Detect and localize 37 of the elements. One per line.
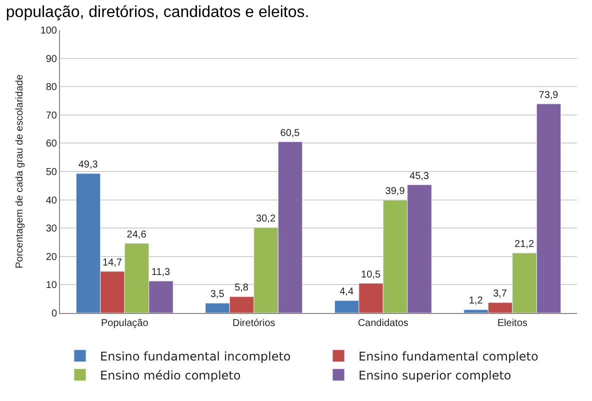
y-tick-label: 40 [46, 195, 58, 206]
data-label: 39,9 [385, 186, 406, 198]
y-tick-label: 100 [40, 26, 58, 36]
data-label: 14,7 [102, 257, 122, 268]
y-tick-label: 0 [51, 308, 58, 320]
data-label: 5,8 [234, 282, 249, 294]
data-label: 45,3 [410, 170, 430, 182]
y-tick-label: 30 [46, 224, 58, 235]
data-label: 24,6 [126, 229, 147, 240]
y-tick-label: 80 [46, 82, 58, 94]
y-tick-label: 10 [46, 280, 58, 292]
y-tick-label: 50 [46, 167, 58, 178]
x-tick-label: Candidatos [358, 318, 408, 329]
y-tick-label: 60 [46, 138, 58, 150]
data-label: 49,3 [78, 159, 98, 170]
data-label: 1,2 [468, 296, 484, 307]
data-label: 73,9 [538, 90, 559, 101]
data-label: 4,4 [340, 286, 354, 298]
y-tick-label: 90 [46, 54, 58, 65]
legend-label: Ensino fundamental incompleto [100, 349, 291, 364]
y-tick-label: 20 [46, 252, 58, 263]
data-label: 30,2 [256, 214, 276, 225]
data-label: 11,3 [151, 267, 171, 278]
data-label: 10,5 [361, 269, 381, 280]
legend-label: Ensino médio completo [100, 368, 241, 382]
data-label: 3,7 [493, 288, 508, 300]
legend-label: Ensino superior completo [358, 368, 512, 382]
x-tick-label: Diretórios [232, 318, 276, 329]
legend-label: Ensino fundamental completo [358, 349, 538, 364]
data-label: 21,2 [514, 239, 534, 250]
x-tick-label: Eleitos [497, 318, 528, 329]
y-axis-title: Porcentagem de cada grau de escolaridade [14, 74, 26, 269]
y-tick-label: 70 [46, 110, 58, 122]
data-label: 3,5 [210, 289, 225, 300]
x-tick-label: População [100, 318, 149, 329]
chart-title: população, diretórios, candidatos e eleitos. [6, 4, 310, 22]
data-label: 60,5 [280, 128, 300, 139]
